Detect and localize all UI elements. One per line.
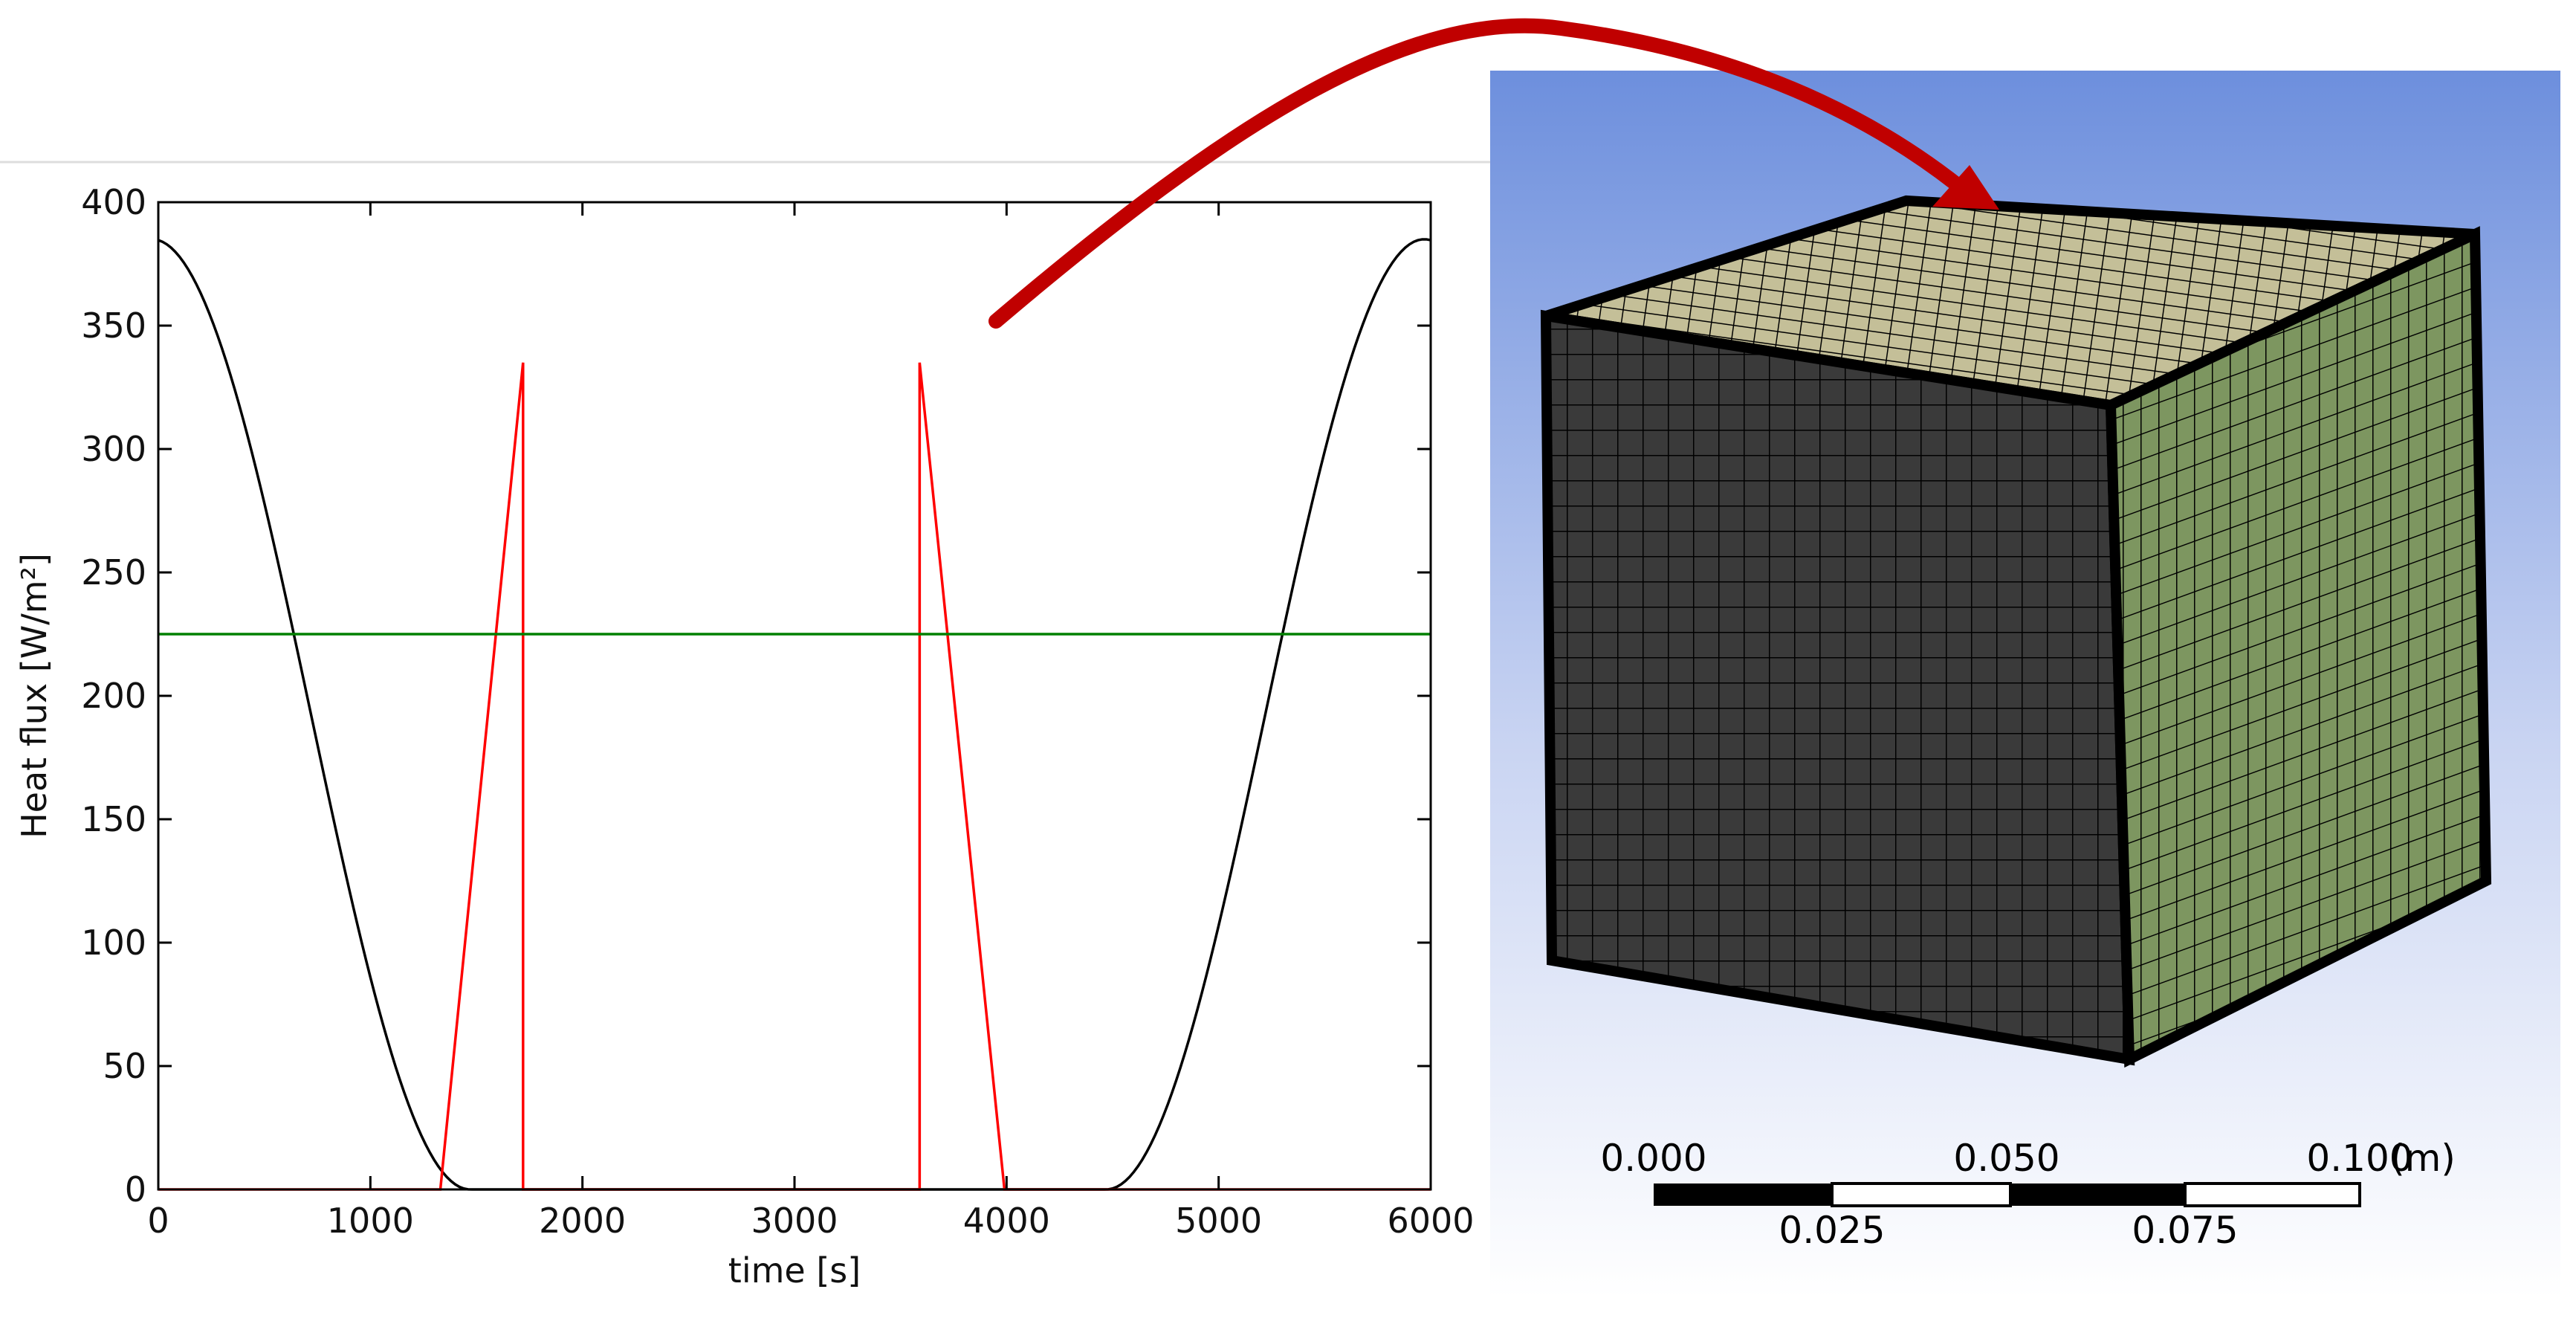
cube-side-face (2105, 226, 2492, 1068)
x-tick-label: 0 (147, 1201, 169, 1241)
arrow-head (1932, 165, 1999, 210)
y-tick-label: 150 (81, 799, 146, 839)
y-tick-label: 400 (81, 182, 146, 222)
series-line-2 (158, 362, 1431, 1191)
x-tick-label: 3000 (751, 1201, 838, 1241)
series-layer (158, 238, 1431, 1191)
scale-unit: (m) (2390, 1137, 2456, 1180)
y-tick-label: 300 (81, 429, 146, 469)
series-line-1 (158, 238, 1431, 1191)
x-tick-label: 5000 (1175, 1201, 1262, 1241)
heat-flux-chart: 0 1000 2000 3000 4000 5000 6000 0 50 100 150 200 250… (14, 182, 1475, 1291)
mesh-viewport: 0.000 0.050 0.100 (m) 0.025 0.075 (1490, 71, 2560, 1297)
y-tick-label: 250 (81, 552, 146, 592)
scale-segment-3 (2010, 1183, 2185, 1206)
plot-frame (157, 201, 1432, 1191)
arrow-shaft (988, 18, 1977, 329)
x-tick-label: 2000 (539, 1201, 626, 1241)
scale-bar: 0.000 0.050 0.100 (m) 0.025 0.075 (1600, 1137, 2455, 1252)
scale-segment-4 (2184, 1182, 2361, 1207)
y-tick-label: 0 (125, 1169, 146, 1210)
scale-label-0: 0.000 (1600, 1137, 1706, 1180)
scale-segment-2 (1831, 1182, 2012, 1207)
x-tick-label: 4000 (963, 1201, 1050, 1241)
cube-front-face (1540, 309, 2135, 1066)
x-tick-label: 1000 (327, 1201, 414, 1241)
x-tick-label: 6000 (1387, 1201, 1474, 1241)
scale-label-050: 0.050 (1953, 1137, 2059, 1180)
annotation-arrow (988, 18, 1999, 329)
cube-mesh (1540, 195, 2492, 1068)
x-axis-label: time [s] (728, 1250, 861, 1291)
y-axis-label: Heat flux [W/m²] (14, 553, 54, 839)
y-tick-label: 100 (81, 923, 146, 963)
tick-layer: 0 1000 2000 3000 4000 5000 6000 0 50 100 150 200 250… (81, 182, 1474, 1241)
scale-label-075: 0.075 (2132, 1209, 2238, 1252)
scale-segment-1 (1654, 1183, 1832, 1206)
scale-label-025: 0.025 (1779, 1209, 1885, 1252)
y-tick-label: 200 (81, 676, 146, 716)
y-tick-label: 350 (81, 306, 146, 346)
y-tick-label: 50 (103, 1046, 146, 1086)
scale-label-100: 0.100 (2306, 1137, 2412, 1180)
